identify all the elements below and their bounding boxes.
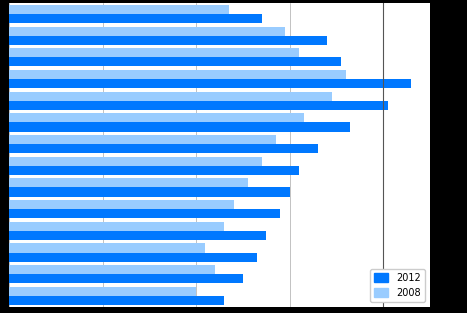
Bar [9,296,224,305]
Bar [9,200,234,209]
Bar [9,274,243,283]
Bar [9,92,332,101]
Bar [9,135,276,144]
Bar [9,36,327,45]
Bar [9,265,215,274]
Bar [9,113,304,122]
Bar [9,70,346,79]
Bar [9,166,299,175]
Bar [9,48,299,57]
Bar [9,187,290,197]
Bar [9,27,285,36]
Bar [9,57,341,66]
Bar [9,101,388,110]
Bar [9,222,224,231]
Bar [9,122,350,131]
Bar [9,231,266,240]
Bar [9,178,248,187]
Bar [9,5,229,14]
Bar [9,209,280,218]
Bar [9,244,205,253]
Bar [9,253,257,262]
Bar [9,144,318,153]
Bar [9,79,411,88]
Legend: 2012, 2008: 2012, 2008 [370,269,425,302]
Bar [9,14,262,23]
Bar [9,287,196,296]
Bar [9,157,262,166]
